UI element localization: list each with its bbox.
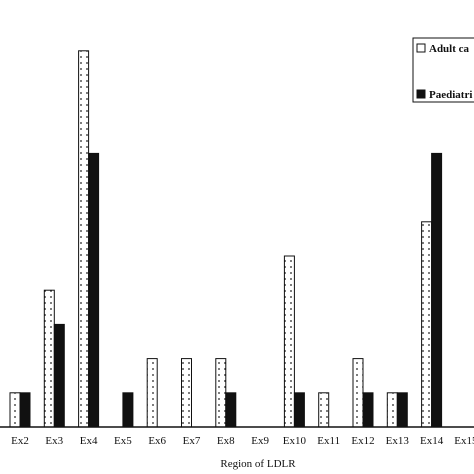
x-tick-label: Ex11 [317, 435, 340, 447]
bar-adult-ex11 [318, 392, 330, 428]
x-tick-label: Ex6 [148, 435, 166, 447]
legend: Adult ca Paediatri [412, 37, 474, 103]
bar-paediatric-ex5 [122, 392, 134, 428]
bar-adult-ex4 [78, 50, 90, 428]
bars-group [9, 50, 443, 428]
bar-adult-ex3 [43, 289, 55, 428]
legend-swatch-adult [416, 43, 426, 53]
x-tick-label: Ex10 [283, 435, 307, 447]
bar-paediatric-ex10 [293, 392, 305, 428]
bar-adult-ex6 [146, 358, 158, 428]
x-tick-label: Ex8 [217, 435, 235, 447]
bar-paediatric-ex8 [225, 392, 237, 428]
x-tick-label: Ex15 [454, 435, 474, 447]
x-tick-label: Ex13 [386, 435, 410, 447]
x-tick-labels: Ex2 Ex3 Ex4 Ex5 Ex6 Ex7 Ex8 Ex9 Ex10 Ex11 Ex12 Ex13… [11, 435, 474, 447]
x-tick-label: Ex3 [45, 435, 63, 447]
legend-label-paediatric: Paediatri [429, 89, 472, 101]
bar-paediatric-ex2 [19, 392, 31, 428]
bar-paediatric-ex4 [88, 152, 100, 428]
legend-label-adult: Adult ca [429, 43, 470, 55]
bar-adult-ex7 [181, 358, 192, 428]
x-tick-label: Ex7 [183, 435, 201, 447]
bar-adult-ex14 [421, 221, 433, 428]
x-tick-label: Ex2 [11, 435, 29, 447]
legend-swatch-paediatric [416, 89, 426, 99]
bar-paediatric-ex14 [431, 152, 443, 428]
bar-adult-ex8 [215, 358, 227, 428]
bar-adult-ex2 [9, 392, 21, 428]
bar-paediatric-ex13 [396, 392, 408, 428]
bar-adult-ex13 [386, 392, 398, 428]
x-tick-label: Ex12 [351, 435, 374, 447]
x-tick-label: Ex5 [114, 435, 132, 447]
bar-paediatric-ex3 [53, 323, 65, 428]
bar-paediatric-ex12 [362, 392, 374, 428]
x-tick-label: Ex9 [251, 435, 269, 447]
bar-adult-ex12 [352, 358, 364, 428]
x-axis-label: Region of LDLR [220, 458, 296, 470]
x-tick-label: Ex4 [80, 435, 98, 447]
x-tick-label: Ex14 [420, 435, 444, 447]
bar-adult-ex10 [283, 255, 295, 428]
